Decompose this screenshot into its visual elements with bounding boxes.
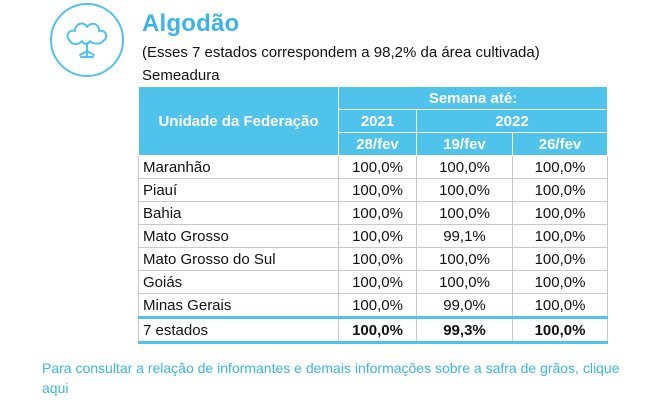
table-row: Maranhão 100,0% 100,0% 100,0% xyxy=(138,155,609,179)
more-info-link[interactable]: Para consultar a relação de informantes … xyxy=(42,360,620,396)
value-cell: 100,0% xyxy=(511,155,609,179)
cotton-plant-icon xyxy=(48,1,126,79)
year-header-2022: 2022 xyxy=(415,109,609,133)
uf-cell: Maranhão xyxy=(138,155,339,179)
table-row: Mato Grosso 100,0% 99,1% 100,0% xyxy=(138,224,609,248)
total-row: 7 estados 100,0% 99,3% 100,0% xyxy=(138,316,609,344)
uf-column-header: Unidade da Federação xyxy=(138,86,339,156)
table-row: Bahia 100,0% 100,0% 100,0% xyxy=(138,201,609,225)
section-label: Semeadura xyxy=(142,67,220,84)
value-cell: 100,0% xyxy=(511,270,609,294)
total-label: 7 estados xyxy=(138,316,339,344)
value-cell: 100,0% xyxy=(416,270,513,294)
uf-cell: Goiás xyxy=(138,270,339,294)
value-cell: 100,0% xyxy=(511,224,609,248)
date-header: 28/fev xyxy=(338,132,417,156)
value-cell: 100,0% xyxy=(338,155,417,179)
value-cell: 100,0% xyxy=(416,178,513,202)
table-row: Goiás 100,0% 100,0% 100,0% xyxy=(138,270,609,294)
year-header-2021: 2021 xyxy=(338,109,417,133)
value-cell: 100,0% xyxy=(416,155,513,179)
page-title: Algodão xyxy=(142,10,240,37)
total-value: 100,0% xyxy=(338,316,417,344)
value-cell: 100,0% xyxy=(338,270,417,294)
value-cell: 100,0% xyxy=(338,178,417,202)
uf-cell: Mato Grosso xyxy=(138,224,339,248)
date-header: 19/fev xyxy=(416,132,513,156)
table-row: Piauí 100,0% 100,0% 100,0% xyxy=(138,178,609,202)
uf-cell: Piauí xyxy=(138,178,339,202)
value-cell: 100,0% xyxy=(416,201,513,225)
total-value: 99,3% xyxy=(416,316,513,344)
value-cell: 100,0% xyxy=(338,224,417,248)
value-cell: 99,0% xyxy=(416,293,513,318)
date-header: 26/fev xyxy=(511,132,609,156)
total-value: 100,0% xyxy=(511,316,609,344)
uf-cell: Minas Gerais xyxy=(138,293,339,318)
value-cell: 99,1% xyxy=(416,224,513,248)
page-subtitle: (Esses 7 estados correspondem a 98,2% da… xyxy=(142,44,540,61)
value-cell: 100,0% xyxy=(511,178,609,202)
table-row: Minas Gerais 100,0% 99,0% 100,0% xyxy=(138,293,609,318)
table-row: Mato Grosso do Sul 100,0% 100,0% 100,0% xyxy=(138,247,609,271)
value-cell: 100,0% xyxy=(416,247,513,271)
value-cell: 100,0% xyxy=(338,247,417,271)
week-header: Semana até: xyxy=(337,86,609,110)
sowing-table: Unidade da Federação Semana até: 2021 20… xyxy=(138,86,609,344)
value-cell: 100,0% xyxy=(511,247,609,271)
value-cell: 100,0% xyxy=(511,293,609,318)
value-cell: 100,0% xyxy=(338,201,417,225)
value-cell: 100,0% xyxy=(511,201,609,225)
uf-cell: Bahia xyxy=(138,201,339,225)
uf-cell: Mato Grosso do Sul xyxy=(138,247,339,271)
value-cell: 100,0% xyxy=(338,293,417,318)
